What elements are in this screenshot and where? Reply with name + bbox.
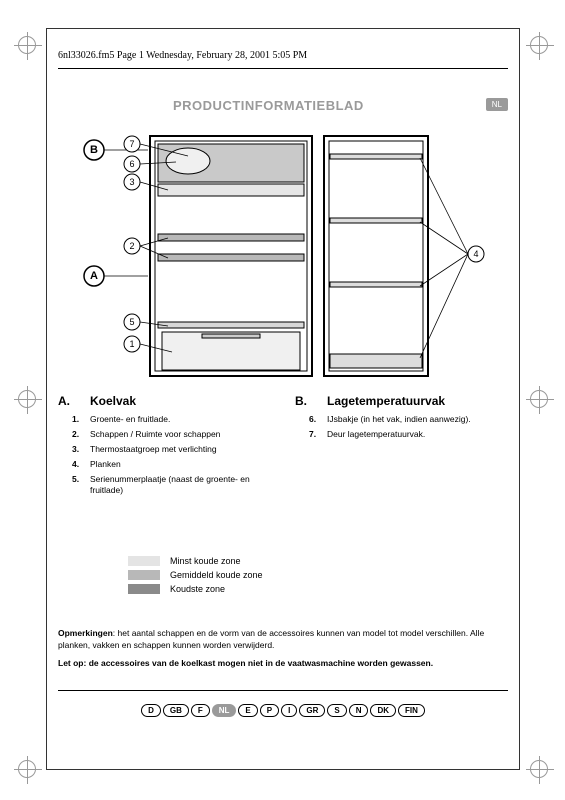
title-row: PRODUCTINFORMATIEBLAD NL bbox=[58, 98, 508, 118]
remark-line: Opmerkingen: het aantal schappen en de v… bbox=[58, 628, 508, 652]
section-b-list: 6. IJsbakje (in het vak, indien aanwezig)… bbox=[295, 414, 508, 440]
list-item: 7.Deur lagetemperatuurvak. bbox=[327, 429, 508, 440]
page-header: 6nl33026.fm5 Page 1 Wednesday, February … bbox=[58, 50, 307, 61]
section-b-letter: B. bbox=[295, 394, 327, 408]
list-item: 6.IJsbakje (in het vak, indien aanwezig)… bbox=[327, 414, 508, 425]
legend-swatch bbox=[128, 570, 160, 580]
language-selector: DGBFNLEPIGRSNDKFIN bbox=[58, 700, 508, 718]
remark-text: : het aantal schappen en de vorm van de … bbox=[58, 628, 484, 650]
header-rule bbox=[58, 68, 508, 69]
svg-text:1: 1 bbox=[129, 339, 134, 349]
legend-label: Gemiddeld koude zone bbox=[170, 570, 263, 580]
section-b-title: Lagetemperatuurvak bbox=[327, 394, 445, 408]
list-item-text: IJsbakje (in het vak, indien aanwezig). bbox=[327, 414, 471, 424]
legend-row: Koudste zone bbox=[128, 584, 263, 594]
warning-text: Let op: de accessoires van de koelkast m… bbox=[58, 658, 433, 668]
notes: Opmerkingen: het aantal schappen en de v… bbox=[58, 628, 508, 676]
list-item-text: Schappen / Ruimte voor schappen bbox=[90, 429, 220, 439]
legend-label: Koudste zone bbox=[170, 584, 225, 594]
list-item: 1.Groente- en fruitlade. bbox=[90, 414, 271, 425]
lang-pill-fin[interactable]: FIN bbox=[398, 704, 425, 717]
section-a-head: A.Koelvak bbox=[58, 394, 271, 408]
lang-pill-dk[interactable]: DK bbox=[370, 704, 396, 717]
section-a-list: 1.Groente- en fruitlade.2.Schappen / Rui… bbox=[58, 414, 271, 496]
list-item-text: Planken bbox=[90, 459, 121, 469]
svg-text:3: 3 bbox=[129, 177, 134, 187]
lang-pill-gb[interactable]: GB bbox=[163, 704, 189, 717]
footer-rule bbox=[58, 690, 508, 691]
list-item-number: 5. bbox=[72, 474, 79, 485]
page-title: PRODUCTINFORMATIEBLAD bbox=[173, 98, 364, 113]
section-b-head: B.Lagetemperatuurvak bbox=[295, 394, 508, 408]
legend-swatch bbox=[128, 556, 160, 566]
crop-mark-icon bbox=[530, 760, 548, 778]
remark-label: Opmerkingen bbox=[58, 628, 113, 638]
crop-mark-icon bbox=[18, 760, 36, 778]
list-item: 3.Thermostaatgroep met verlichting bbox=[90, 444, 271, 455]
section-a: A.Koelvak 1.Groente- en fruitlade.2.Scha… bbox=[58, 394, 271, 500]
svg-text:A: A bbox=[90, 270, 98, 282]
lang-pill-nl[interactable]: NL bbox=[212, 704, 237, 717]
list-item-number: 3. bbox=[72, 444, 79, 455]
legend-swatch bbox=[128, 584, 160, 594]
list-item: 4.Planken bbox=[90, 459, 271, 470]
list-item-number: 2. bbox=[72, 429, 79, 440]
section-a-letter: A. bbox=[58, 394, 90, 408]
lang-pill-p[interactable]: P bbox=[260, 704, 279, 717]
svg-text:5: 5 bbox=[129, 317, 134, 327]
lang-pill-i[interactable]: I bbox=[281, 704, 297, 717]
list-item: 5.Serienummerplaatje (naast de groente- … bbox=[90, 474, 271, 496]
lang-pill-f[interactable]: F bbox=[191, 704, 210, 717]
lang-badge: NL bbox=[486, 98, 508, 111]
svg-text:2: 2 bbox=[129, 241, 134, 251]
crop-mark-icon bbox=[530, 36, 548, 54]
lang-pill-e[interactable]: E bbox=[238, 704, 257, 717]
warning-line: Let op: de accessoires van de koelkast m… bbox=[58, 658, 508, 670]
list-item-text: Thermostaatgroep met verlichting bbox=[90, 444, 217, 454]
sections: A.Koelvak 1.Groente- en fruitlade.2.Scha… bbox=[58, 394, 508, 500]
fridge-diagram: A B 7 6 3 2 5 1 4 bbox=[58, 126, 508, 382]
lang-pill-d[interactable]: D bbox=[141, 704, 161, 717]
svg-text:6: 6 bbox=[129, 159, 134, 169]
legend-row: Minst koude zone bbox=[128, 556, 263, 566]
section-b: B.Lagetemperatuurvak 6. IJsbakje (in het … bbox=[295, 394, 508, 500]
legend-row: Gemiddeld koude zone bbox=[128, 570, 263, 580]
crop-mark-icon bbox=[530, 390, 548, 408]
crop-mark-icon bbox=[18, 36, 36, 54]
lang-pill-s[interactable]: S bbox=[327, 704, 346, 717]
section-a-title: Koelvak bbox=[90, 394, 136, 408]
lang-pill-n[interactable]: N bbox=[349, 704, 369, 717]
list-item-number: 4. bbox=[72, 459, 79, 470]
list-item: 2.Schappen / Ruimte voor schappen bbox=[90, 429, 271, 440]
zone-legend: Minst koude zone Gemiddeld koude zone Koud… bbox=[128, 556, 263, 598]
list-item-text: Groente- en fruitlade. bbox=[90, 414, 170, 424]
crop-mark-icon bbox=[18, 390, 36, 408]
list-item-number: 1. bbox=[72, 414, 79, 425]
list-item-number: 7. bbox=[309, 429, 316, 440]
svg-text:4: 4 bbox=[473, 249, 478, 259]
svg-text:B: B bbox=[90, 144, 98, 156]
list-item-text: Deur lagetemperatuurvak. bbox=[327, 429, 425, 439]
list-item-text: Serienummerplaatje (naast de groente- en… bbox=[90, 474, 250, 495]
list-item-number: 6. bbox=[309, 414, 316, 425]
lang-pill-gr[interactable]: GR bbox=[299, 704, 325, 717]
legend-label: Minst koude zone bbox=[170, 556, 241, 566]
svg-text:7: 7 bbox=[129, 139, 134, 149]
